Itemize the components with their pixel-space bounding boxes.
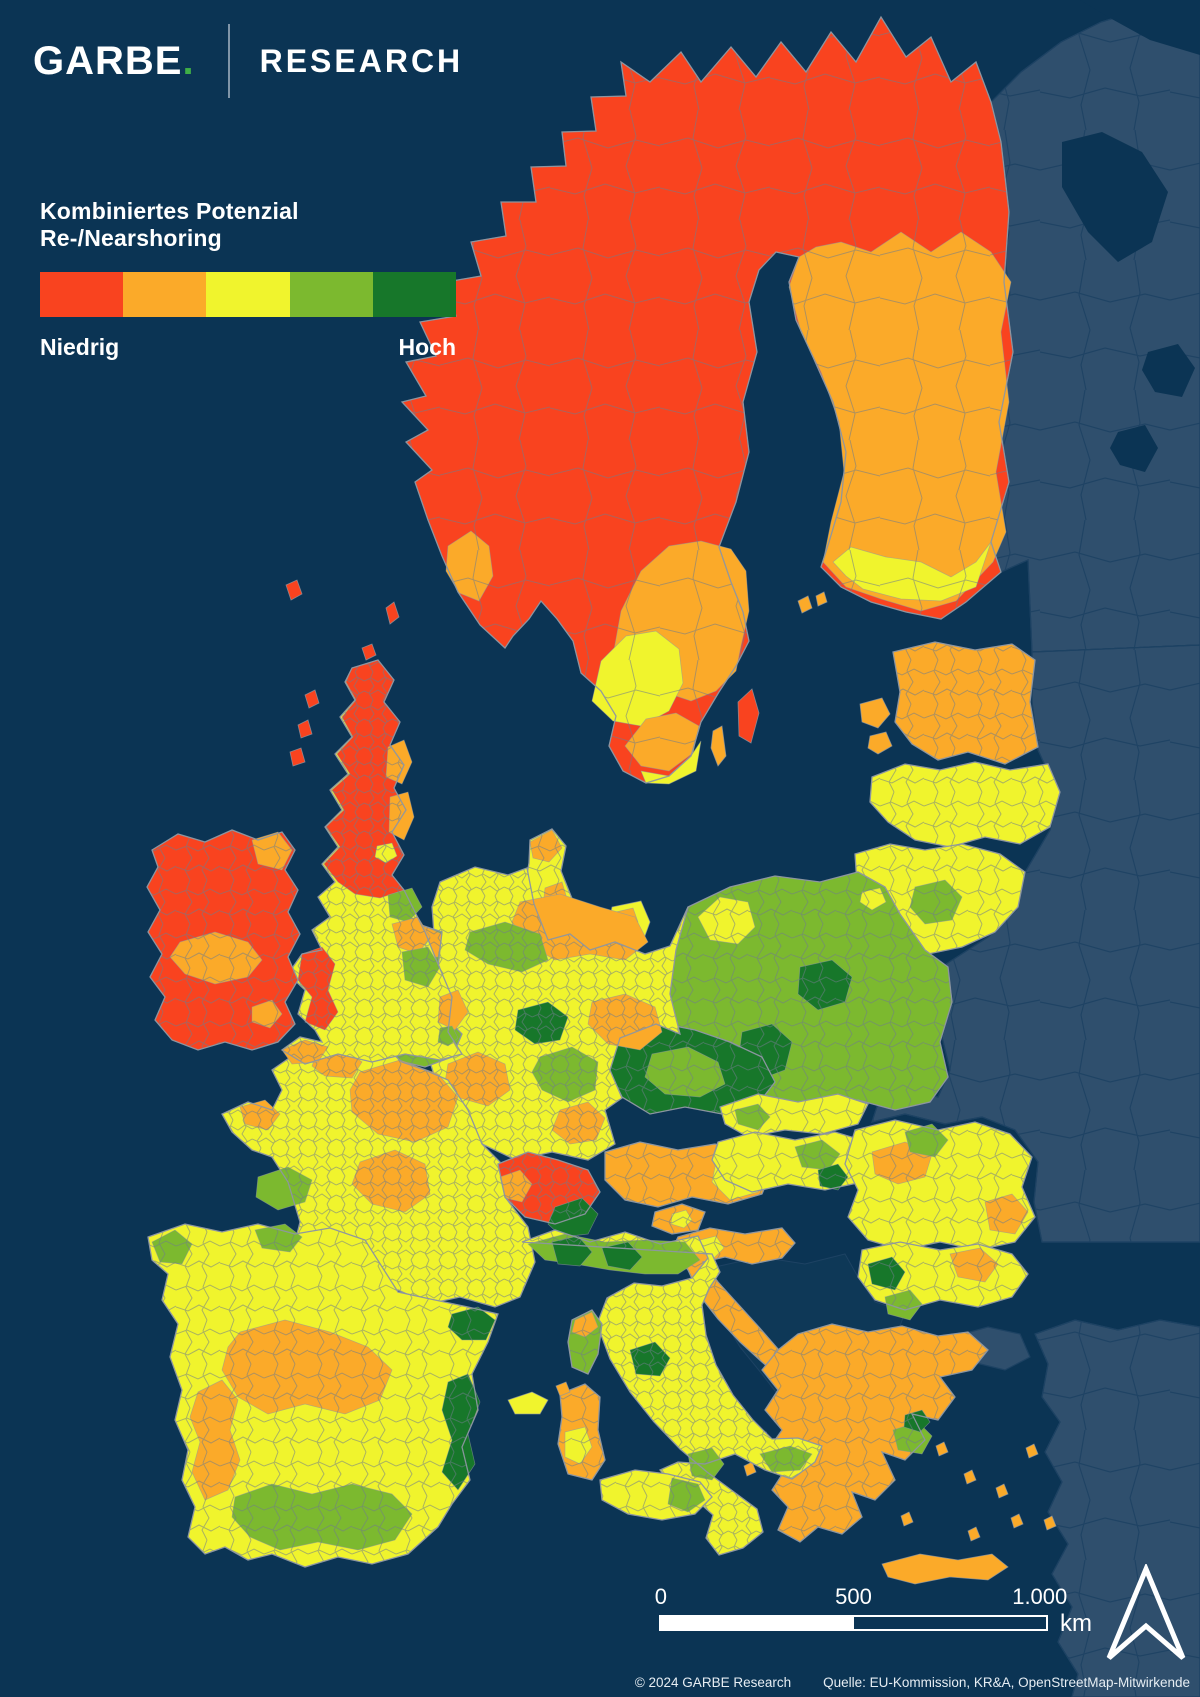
legend-class-5 [372,272,457,317]
legend-high-label: Hoch [398,334,457,360]
map-germany [424,866,689,1161]
map-legend: Kombiniertes Potenzial Re-/Nearshoring N… [40,198,457,361]
legend-class-1 [40,272,124,317]
map-great-britain [281,579,469,1065]
map-iberia [147,1223,571,1568]
legend-class-3 [206,272,290,317]
scale-tick-500: 500 [835,1584,872,1609]
brand-name: GARBE [33,38,183,83]
scale-tick-0: 0 [654,1584,667,1609]
scale-bar: 0 500 1.000 km [655,1584,1092,1637]
map-switzerland [497,1151,601,1238]
map-nordics [401,16,1014,785]
non-eu-landmass [797,0,1200,1697]
copyright-text: © 2024 GARBE Research [634,1675,792,1690]
source-text: Quelle: EU-Kommission, KR&A, OpenStreetM… [823,1675,1190,1690]
map-ireland [146,829,301,1051]
scale-bar-fill [661,1617,854,1629]
scale-tick-1000: 1.000 [1012,1584,1068,1609]
legend-color-ramp [40,272,457,317]
brand-dot: . [182,38,194,83]
map-czechia [607,1021,776,1115]
division-name: RESEARCH [259,42,464,79]
map-hungary-slovakia [711,1093,881,1193]
scale-bar-track [659,1615,1048,1631]
legend-class-4 [289,272,373,317]
north-arrow-icon [1106,1564,1186,1660]
legend-class-2 [123,272,207,317]
map-romania-bulgaria [844,1119,1036,1321]
map-baltics [854,641,1061,955]
legend-title: Kombiniertes Potenzial Re-/Nearshoring [40,198,299,251]
logo-divider [227,24,230,98]
legend-low-label: Niedrig [40,334,120,360]
map-greece [743,1323,1057,1585]
attribution: © 2024 GARBE Research Quelle: EU-Kommiss… [635,1675,1190,1690]
scale-unit: km [1060,1610,1092,1637]
map-italy [521,1229,823,1556]
brand-logo: GARBE. RESEARCH [33,24,463,98]
